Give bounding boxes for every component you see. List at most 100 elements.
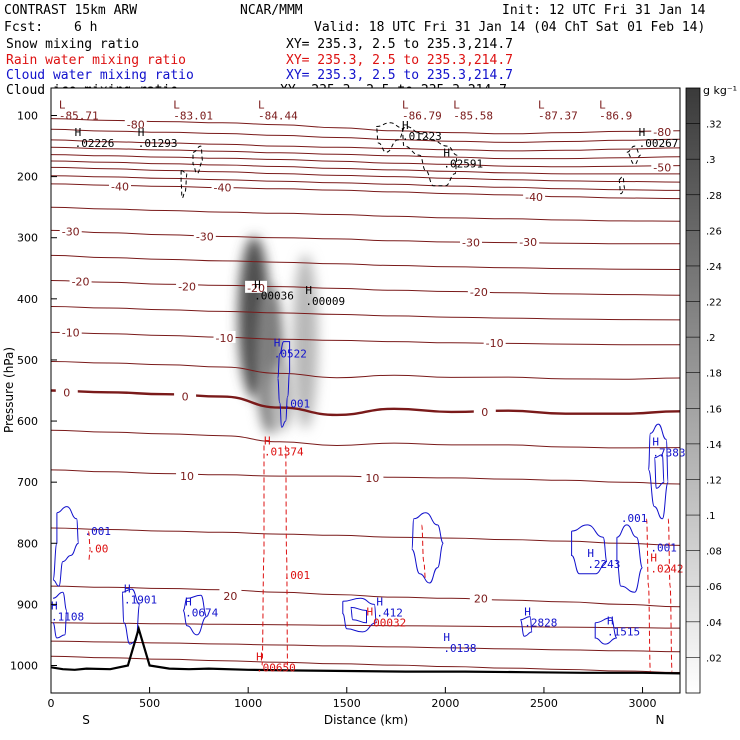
temperature-contour-minor <box>51 160 680 175</box>
temperature-label-bg <box>176 469 199 482</box>
temperature-label-bg <box>69 274 92 287</box>
temperature-label-bg <box>211 180 234 193</box>
y-tick-label: 800 <box>17 537 38 550</box>
cloud-water-max-marker: H <box>124 582 131 595</box>
temperature-min-marker: L <box>258 98 265 111</box>
temperature-label-bg <box>361 470 384 483</box>
cloud-water-max-marker: H <box>274 337 281 350</box>
colorbar <box>685 87 701 694</box>
x-tick-label: 500 <box>139 697 160 710</box>
forecast-label: Fcst: <box>4 20 43 35</box>
temperature-contours: -80 -80 -50 -40 -40 -40 -30 -30 -30 -30 -20 -20 -20 -… <box>51 117 680 673</box>
rain-max-value: .0242 <box>650 563 683 576</box>
cloud-ice-max-marker: H <box>443 147 450 160</box>
rain-contour <box>261 445 265 666</box>
temperature-contour-surface <box>51 655 680 673</box>
temperature-label: -40 <box>525 191 543 204</box>
y-tick-label: 100 <box>17 110 38 123</box>
cloud-water-max-marker: H <box>51 599 58 612</box>
temperature-min-value: -87.37 <box>538 109 578 122</box>
cloud-water-max-value: .2243 <box>587 558 620 571</box>
legend-snow-xy: XY= 235.3, 2.5 to 235.3,214.7 <box>286 37 513 52</box>
colorbar-tick-label: .14 <box>706 440 722 451</box>
cloud-ice-contour <box>375 122 458 187</box>
temperature-contour-minus80 <box>51 118 680 135</box>
y-tick-label: 500 <box>17 354 38 367</box>
temperature-contour-minus60 <box>51 154 680 168</box>
cloud-ice-max-value: .02226 <box>75 137 115 150</box>
temperature-min-value: -86.79 <box>402 109 442 122</box>
temperature-label: -80 <box>127 119 145 132</box>
temperature-min-marker: L <box>402 98 409 111</box>
y-axis-label: Pressure (hPa) <box>2 347 16 433</box>
temperature-label-bg <box>651 125 674 137</box>
temperature-min-value: -83.01 <box>173 109 213 122</box>
cloud-water-contour <box>571 524 608 575</box>
cloud-water-max-value: .0522 <box>274 348 307 361</box>
colorbar-tick-label: .08 <box>706 547 722 558</box>
temperature-contour-minus20 <box>51 280 680 296</box>
x-tick-label: 2000 <box>431 697 459 710</box>
rain-max-value: .00 <box>88 543 108 556</box>
cloud-water-contour <box>594 617 618 645</box>
cloud-ice-max-marker: H <box>639 126 646 139</box>
temperature-label-bg <box>59 325 82 338</box>
cloud-water-max-value: .001 <box>284 398 311 411</box>
temperature-label: -20 <box>178 281 196 294</box>
temperature-min-value: -86.9 <box>599 109 632 122</box>
temperature-contour-20 <box>51 585 680 608</box>
temperature-contour-surface <box>51 640 680 653</box>
legend-rain-xy: XY= 235.3, 2.5 to 235.3,214.7 <box>286 53 513 68</box>
rain-max-value: .00650 <box>256 662 296 675</box>
rain-max-marker: H <box>256 651 263 664</box>
temperature-label-bg <box>651 160 674 173</box>
temperature-label: -20 <box>247 282 265 295</box>
temperature-contour-minor <box>51 175 680 191</box>
rain-max-marker: H <box>264 434 271 447</box>
temperature-min-marker: L <box>59 98 66 111</box>
terrain-surface <box>51 624 680 675</box>
cloud-water-max-value: .1901 <box>124 593 157 606</box>
rain-max-value: .01374 <box>264 445 304 458</box>
colorbar-ticks: .02 .04 .06 .08 .1 .12 .14 .16 .18 .2 .22 .24 .26 .28… <box>686 120 722 664</box>
temperature-contour-minus50 <box>51 166 680 183</box>
colorbar-tick-label: .26 <box>706 226 722 237</box>
right-endpoint-label: N <box>656 713 665 727</box>
temperature-label-bg <box>469 591 492 604</box>
cloud-water-max-marker: H <box>185 596 192 609</box>
cloud-ice-contour <box>626 145 641 165</box>
rain-contours <box>88 445 673 673</box>
cloud-water-max-value: .0674 <box>185 607 218 620</box>
temperature-label-bg <box>473 404 496 417</box>
rain-max-marker: H <box>366 606 373 619</box>
colorbar-tick-label: .1 <box>706 511 716 522</box>
y-tick-label: 700 <box>17 476 38 489</box>
y-tick-label: 900 <box>17 598 38 611</box>
plot-frame <box>50 87 681 694</box>
rain-max-value: .00032 <box>366 617 406 630</box>
cloud-ice-max-value: .01223 <box>402 130 442 143</box>
temperature-contour-0 <box>51 389 680 417</box>
temperature-label: 20 <box>223 590 237 603</box>
cloud-water-max-marker: H <box>587 547 594 560</box>
temperature-label-bg <box>59 224 82 237</box>
snow-max-value: .00009 <box>305 295 345 308</box>
temperature-label-bg <box>459 235 482 248</box>
temperature-label: -20 <box>470 286 488 299</box>
cloud-ice-max-value: .00267 <box>639 137 679 150</box>
temperature-label: -20 <box>72 276 90 289</box>
snow-max-value: .00036 <box>254 290 294 303</box>
y-tick-label: 1000 <box>10 660 38 673</box>
cloud-water-max-marker: H <box>652 436 659 449</box>
colorbar-tick-label: .04 <box>706 618 722 629</box>
rain-max-value: .001 <box>284 569 311 582</box>
colorbar-tick-label: .02 <box>706 653 722 664</box>
temperature-contour-minor <box>51 128 680 143</box>
cloud-ice-max-marker: H <box>402 119 409 132</box>
cloud-ice-max-marker: H <box>138 126 145 139</box>
temperature-min-marker: L <box>173 98 180 111</box>
temperature-contour-minus70 <box>51 139 680 152</box>
colorbar-tick-label: .32 <box>706 120 722 131</box>
temperature-label: 10 <box>365 472 379 485</box>
cloud-water-max-value: .001 <box>85 525 112 538</box>
